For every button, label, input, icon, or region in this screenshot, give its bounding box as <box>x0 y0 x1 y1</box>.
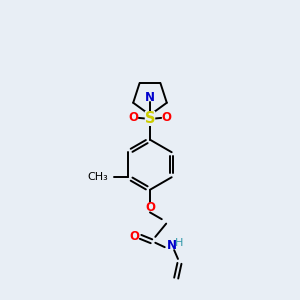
Text: O: O <box>129 111 139 124</box>
Text: O: O <box>161 111 171 124</box>
Text: S: S <box>145 111 155 126</box>
Text: CH₃: CH₃ <box>87 172 108 182</box>
Text: O: O <box>129 230 140 243</box>
Text: H: H <box>175 238 183 248</box>
Text: O: O <box>145 201 155 214</box>
Text: N: N <box>145 91 155 104</box>
Text: N: N <box>167 239 177 253</box>
